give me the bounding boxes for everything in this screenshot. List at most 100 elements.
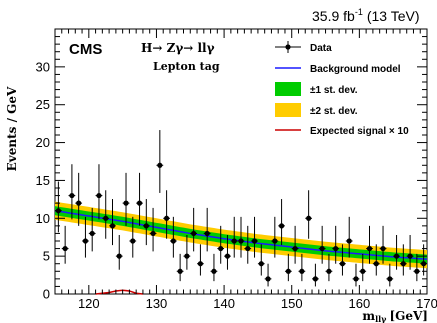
data-point	[149, 207, 157, 252]
data-marker	[292, 245, 298, 252]
x-tick-label: 170	[416, 296, 437, 311]
data-marker	[211, 268, 217, 274]
data-marker	[272, 238, 278, 244]
legend-label-data: Data	[310, 43, 332, 54]
data-point	[379, 225, 387, 264]
data-point	[88, 207, 96, 252]
data-points	[55, 130, 427, 287]
data-marker	[353, 276, 359, 282]
legend-marker-1sigma	[275, 82, 301, 96]
data-point	[345, 216, 353, 258]
expected-signal-curve	[95, 289, 144, 295]
legend-label-2sigma: ±2 st. dev.	[310, 106, 358, 117]
data-marker	[157, 162, 163, 168]
data-point	[352, 263, 360, 287]
legend-label-signal: Expected signal × 10	[310, 126, 409, 137]
data-point	[406, 235, 414, 270]
data-marker	[170, 238, 176, 244]
data-point	[264, 263, 272, 287]
y-tick-label: 0	[43, 287, 50, 302]
data-marker	[231, 238, 237, 244]
data-marker	[197, 261, 204, 267]
data-marker	[319, 245, 325, 252]
data-marker	[136, 200, 143, 206]
data-marker	[96, 192, 102, 199]
y-tick-label: 30	[36, 59, 50, 74]
x-tick-label: 120	[78, 296, 100, 311]
data-point	[217, 225, 225, 264]
data-point	[190, 207, 198, 252]
lumi-label: 35.9 fb-1 (13 TeV)	[312, 7, 420, 24]
data-marker	[265, 276, 271, 282]
data-point	[339, 244, 346, 276]
data-point	[129, 216, 137, 258]
category-label: Lepton tag	[153, 60, 220, 73]
data-marker	[387, 276, 393, 282]
data-point	[142, 199, 150, 246]
data-point	[197, 244, 204, 276]
x-tick-label: 140	[213, 296, 235, 311]
data-point	[109, 199, 116, 246]
data-point	[230, 216, 238, 258]
data-marker	[360, 268, 366, 274]
y-tick-label: 15	[36, 173, 50, 188]
data-marker	[299, 268, 305, 274]
data-marker	[278, 223, 285, 229]
data-marker	[306, 215, 312, 221]
data-marker	[116, 253, 122, 259]
data-point	[399, 244, 407, 276]
x-tick-label: 160	[349, 296, 371, 311]
data-point	[257, 244, 265, 276]
y-tick-label: 20	[36, 135, 50, 150]
x-axis-title: mllγ [GeV]	[362, 309, 428, 323]
x-axis: 120 130 140 150 160 170	[54, 29, 437, 311]
data-marker	[204, 230, 210, 237]
x-tick-label: 130	[146, 296, 168, 311]
data-marker	[366, 245, 373, 252]
expected-signal-line	[95, 289, 144, 295]
data-marker	[164, 215, 170, 221]
data-point	[68, 164, 76, 220]
data-point	[359, 253, 367, 282]
data-point	[284, 253, 292, 282]
data-point	[203, 207, 211, 252]
data-point	[318, 225, 326, 264]
legend-marker-data	[275, 41, 301, 53]
data-marker	[184, 253, 190, 259]
data-marker	[407, 253, 413, 259]
data-marker	[245, 245, 251, 252]
data-marker	[339, 261, 346, 267]
data-point	[325, 253, 333, 282]
data-point	[163, 190, 170, 239]
data-marker	[62, 245, 68, 252]
experiment-label: CMS	[69, 41, 102, 58]
data-point	[122, 172, 130, 226]
data-point	[332, 225, 340, 264]
data-marker	[312, 276, 318, 282]
data-marker	[143, 223, 149, 229]
data-point	[237, 216, 245, 258]
data-point	[305, 190, 313, 239]
y-tick-label: 10	[36, 211, 50, 226]
legend: Data Background model ±1 st. dev. ±2 st.…	[275, 41, 409, 137]
data-point	[312, 263, 319, 287]
data-marker	[414, 268, 420, 274]
data-marker	[333, 245, 339, 252]
data-marker	[251, 238, 258, 244]
data-marker	[393, 253, 400, 259]
data-point	[413, 253, 421, 282]
data-marker	[177, 268, 183, 274]
plot-frame	[54, 28, 428, 295]
process-label: H→ Zγ→ llγ	[141, 41, 215, 55]
data-point	[115, 235, 123, 270]
data-marker	[380, 245, 386, 252]
data-marker	[373, 261, 379, 267]
data-marker	[109, 223, 116, 229]
data-marker	[130, 238, 136, 244]
data-marker	[150, 230, 156, 237]
data-marker	[224, 253, 231, 259]
data-point	[244, 225, 252, 264]
data-marker	[346, 238, 352, 244]
data-marker	[103, 215, 109, 221]
